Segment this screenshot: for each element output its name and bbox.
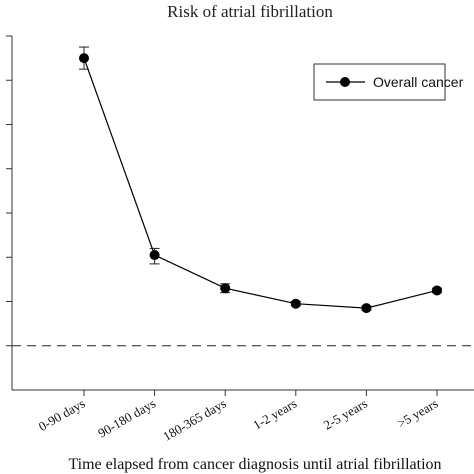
series-line [83, 57, 438, 309]
x-tick-label: 90-180 days [95, 396, 158, 441]
x-tick-label: 0-90 days [36, 396, 88, 434]
chart-title: Risk of atrial fibrillation [167, 2, 333, 21]
data-point [432, 285, 442, 296]
x-tick-label: >5 years [394, 396, 440, 431]
legend: Overall cancer [313, 63, 464, 101]
x-tick-label: 180-365 days [160, 396, 228, 444]
data-point [220, 283, 231, 294]
x-tick-labels: 0-90 days 90-180 days 180-365 days 1-2 year… [36, 396, 441, 444]
series-layer [79, 46, 442, 314]
x-tick-label: 2-5 years [321, 396, 370, 433]
legend-label-overall-cancer: Overall cancer [373, 74, 464, 90]
legend-marker [340, 77, 350, 87]
x-axis-label: Time elapsed from cancer diagnosis until… [68, 456, 441, 473]
data-point [79, 53, 89, 64]
data-point [290, 298, 301, 309]
x-tick-label: 1-2 years [250, 396, 299, 433]
data-point [361, 303, 372, 314]
data-point [149, 250, 160, 261]
axes [6, 35, 474, 396]
